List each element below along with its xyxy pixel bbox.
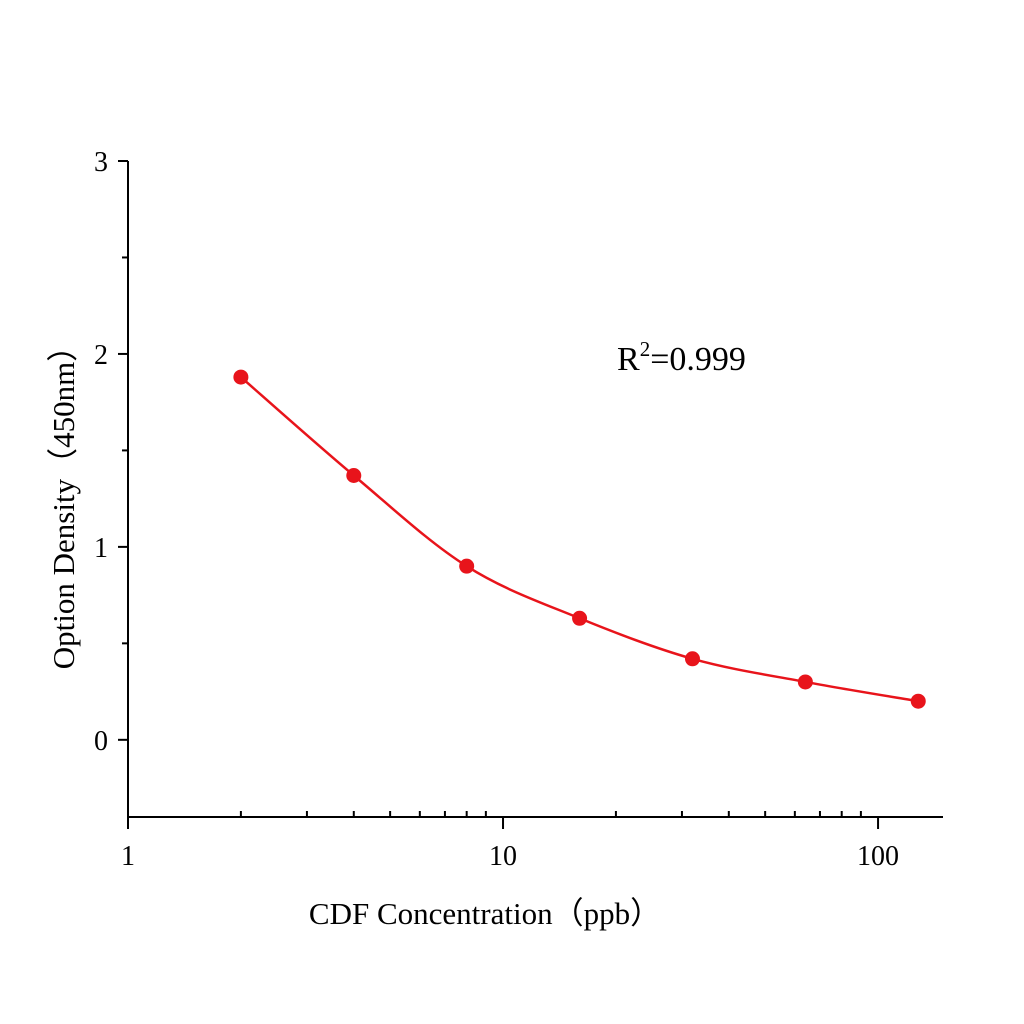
data-point [684,651,700,667]
y-axis-label: Option Density（450nm） [46,331,81,669]
r-squared-annotation: R2=0.999 [617,337,746,378]
data-point [233,369,249,385]
y-tick-label: 2 [94,340,108,371]
fit-curve [240,376,919,703]
data-points [233,369,926,709]
data-point [572,610,588,626]
x-tick-label: 100 [857,841,899,872]
axes [118,160,943,829]
tick-labels: 0 1 2 3 1 10 100 [94,147,899,872]
y-tick-label: 3 [94,147,108,178]
data-point [797,674,813,690]
y-tick-label: 0 [94,726,108,757]
x-tick-label: 1 [121,841,135,872]
x-tick-label: 10 [489,841,517,872]
data-point [910,693,926,709]
x-axis-label: CDF Concentration（ppb） [309,896,661,931]
data-point [459,558,475,574]
data-point [346,467,362,483]
y-tick-label: 1 [94,533,108,564]
